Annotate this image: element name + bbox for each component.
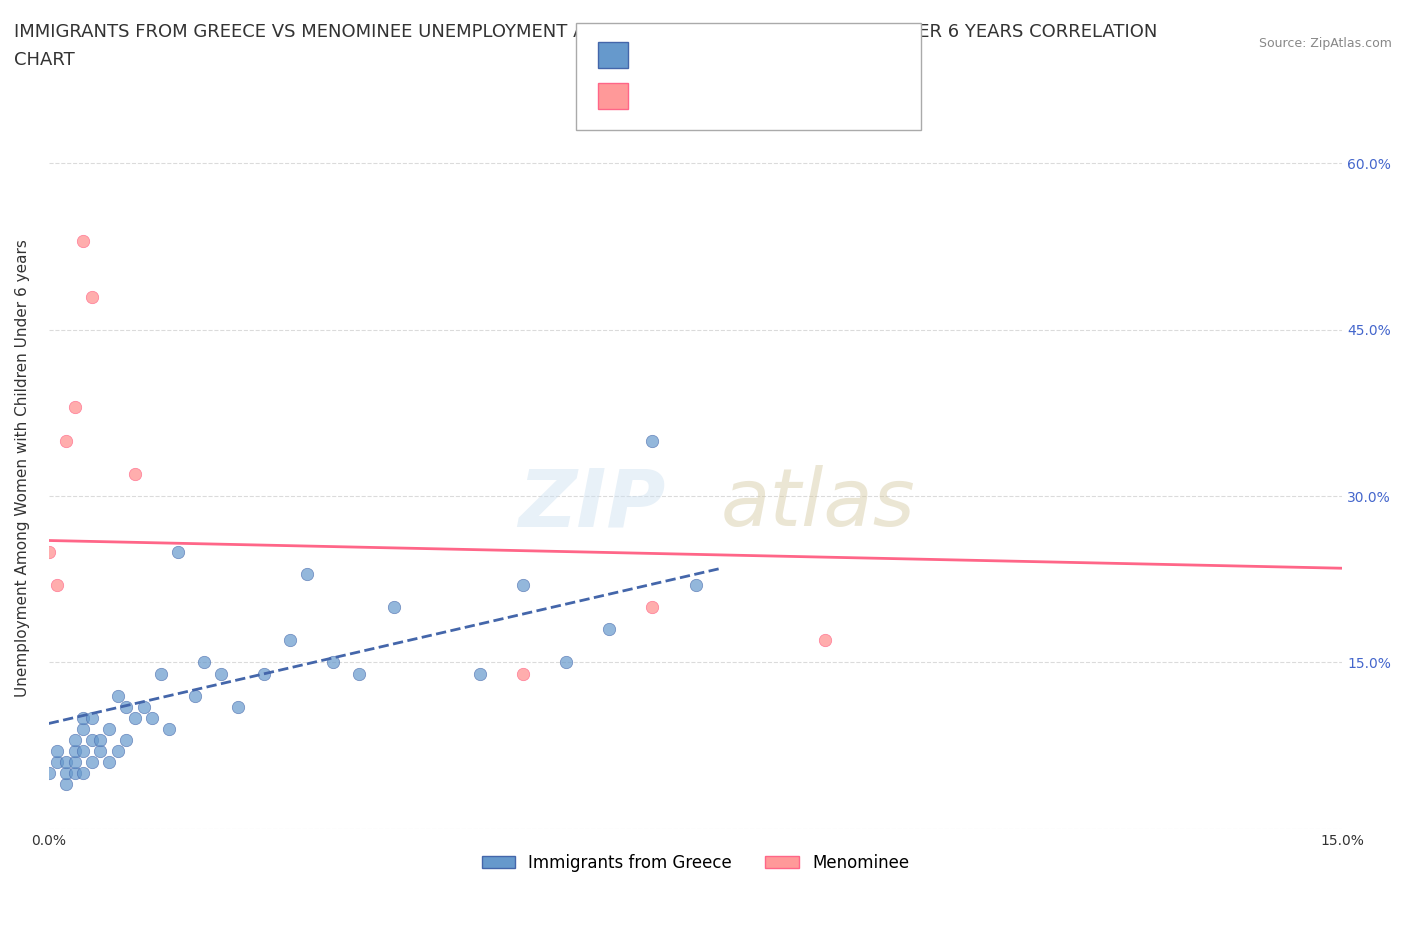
Point	[107, 688, 129, 703]
Point	[347, 666, 370, 681]
Point	[132, 699, 155, 714]
Legend: Immigrants from Greece, Menominee: Immigrants from Greece, Menominee	[475, 847, 915, 878]
Point	[38, 766, 60, 781]
Point	[253, 666, 276, 681]
Point	[184, 688, 207, 703]
Point	[80, 711, 103, 725]
Point	[63, 400, 86, 415]
Point	[814, 633, 837, 648]
Point	[598, 622, 620, 637]
Point	[124, 467, 146, 482]
Text: Source: ZipAtlas.com: Source: ZipAtlas.com	[1258, 37, 1392, 50]
Point	[641, 433, 664, 448]
Point	[555, 655, 578, 670]
Point	[46, 578, 69, 592]
Point	[512, 578, 534, 592]
Text: -0.037: -0.037	[682, 86, 751, 105]
Point	[46, 744, 69, 759]
Point	[228, 699, 250, 714]
Point	[167, 544, 190, 559]
Point	[38, 544, 60, 559]
Text: R =: R =	[640, 86, 682, 105]
Point	[63, 766, 86, 781]
Point	[98, 755, 121, 770]
Point	[72, 711, 94, 725]
Text: atlas: atlas	[721, 465, 915, 543]
Point	[512, 666, 534, 681]
Point	[685, 578, 707, 592]
Point	[55, 755, 77, 770]
Point	[63, 755, 86, 770]
Point	[159, 722, 181, 737]
Point	[55, 433, 77, 448]
Point	[278, 633, 301, 648]
Text: N =: N =	[749, 86, 793, 105]
Point	[80, 289, 103, 304]
Text: IMMIGRANTS FROM GREECE VS MENOMINEE UNEMPLOYMENT AMONG WOMEN WITH CHILDREN UNDER: IMMIGRANTS FROM GREECE VS MENOMINEE UNEM…	[14, 23, 1157, 41]
Point	[98, 722, 121, 737]
Point	[80, 755, 103, 770]
Point	[641, 600, 664, 615]
Text: 0.245: 0.245	[690, 44, 752, 62]
Y-axis label: Unemployment Among Women with Children Under 6 years: Unemployment Among Women with Children U…	[15, 240, 30, 698]
Point	[115, 733, 138, 748]
Point	[63, 744, 86, 759]
Text: CHART: CHART	[14, 51, 75, 69]
Point	[89, 733, 111, 748]
Point	[55, 766, 77, 781]
Point	[115, 699, 138, 714]
Point	[382, 600, 405, 615]
Point	[149, 666, 172, 681]
Point	[72, 722, 94, 737]
Point	[80, 733, 103, 748]
Text: N =: N =	[749, 44, 793, 62]
Text: 10: 10	[792, 86, 818, 105]
Point	[193, 655, 215, 670]
Point	[72, 766, 94, 781]
Point	[141, 711, 163, 725]
Point	[297, 566, 319, 581]
Point	[107, 744, 129, 759]
Point	[209, 666, 232, 681]
Point	[55, 777, 77, 792]
Point	[468, 666, 491, 681]
Point	[124, 711, 146, 725]
Point	[63, 733, 86, 748]
Text: R =: R =	[640, 44, 689, 62]
Point	[72, 233, 94, 248]
Text: 47: 47	[792, 44, 818, 62]
Point	[89, 744, 111, 759]
Point	[72, 744, 94, 759]
Point	[322, 655, 344, 670]
Point	[46, 755, 69, 770]
Text: ZIP: ZIP	[519, 465, 665, 543]
